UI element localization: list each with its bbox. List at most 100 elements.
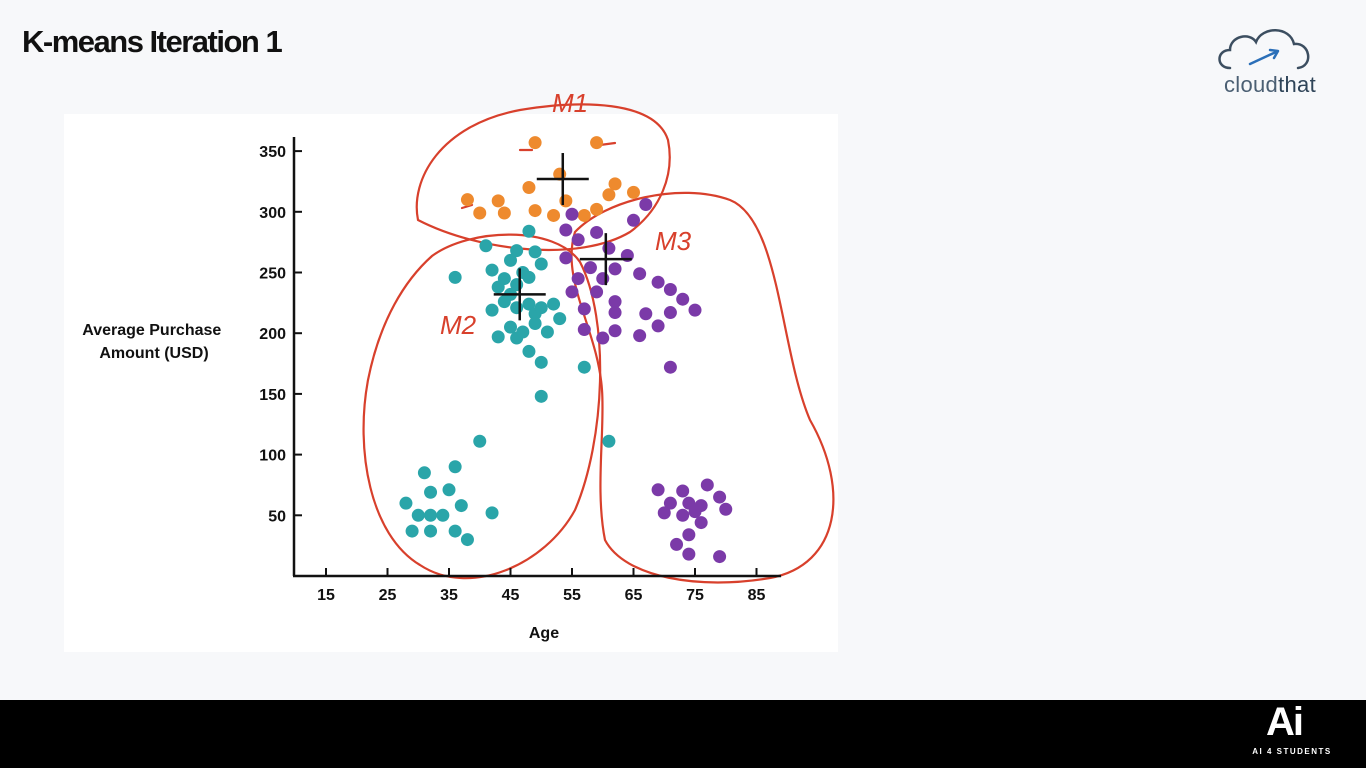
purple-point [639,307,653,321]
orange-point [473,206,487,220]
m1-outline [415,103,671,252]
purple-point [627,213,640,227]
x-tick-label: 85 [748,587,766,604]
teal-point [479,239,493,253]
annotation-label-m2: M2 [440,310,477,340]
teal-point [510,301,524,315]
y-tick-label: 100 [259,448,286,465]
y-tick-label: 250 [259,266,286,283]
annotation-label-m1: M1 [552,88,588,118]
annotation-layer: M1 M2 M3 [362,88,835,584]
orange-point [528,136,542,150]
orange-point [547,208,561,222]
purple-point [608,306,622,320]
purple-point [590,285,604,299]
cloud-icon [1218,29,1310,70]
axes: 15 25 35 45 55 65 75 85 50 100 150 200 250 300 350 [259,137,782,604]
teal-point [522,224,536,238]
purple-point [596,331,610,345]
teal-point [540,325,554,339]
purple-point [663,306,677,320]
teal-point [547,297,561,311]
purple-point [713,490,727,504]
orange-point [491,194,505,208]
purple-point [583,261,597,275]
centroid-marker [536,153,589,206]
purple-point [565,285,579,299]
purple-point [700,478,714,492]
purple-point [688,303,702,317]
ai4students-logo: Ai AI 4 STUDENTS [1244,700,1340,762]
purple-point [676,484,690,498]
cloudthat-logo: cloudthat [1210,20,1340,100]
x-tick-label: 25 [379,587,397,604]
centroid-marker [579,233,632,286]
teal-point [497,295,511,309]
y-tick-label: 200 [259,326,286,343]
y-tick-label: 150 [259,387,286,404]
purple-point [571,272,585,286]
x-axis-label: Age [529,625,559,642]
orange-point [602,188,616,202]
orange-point [590,202,604,216]
teal-point [436,508,450,522]
x-tick-label: 35 [440,587,458,604]
teal-point [602,434,616,448]
y-tick-label: 50 [268,508,286,525]
ai-logo-mark: Ai [1266,700,1304,744]
purple-point [676,292,690,306]
teal-point [577,360,591,374]
teal-point [528,316,542,330]
teal-point [522,297,536,311]
logo-text-part2: that [1278,72,1316,97]
orange-point [559,194,573,208]
teal-point [510,244,524,258]
teal-point [454,499,468,513]
orange-point [497,206,511,220]
purple-point [639,198,653,212]
x-tick-label: 45 [502,587,520,604]
orange-point [528,204,542,218]
purple-point [571,233,585,247]
m2-outline [362,233,602,580]
teal-point [417,466,431,480]
teal-point [424,485,438,499]
purple-point [608,262,622,276]
teal-point [485,263,499,277]
y-axis-label-line-1: Average Purchase [82,322,221,339]
purple-point [577,323,591,337]
purple-point [565,207,579,221]
chart-panel [64,114,838,652]
purple-point [608,295,622,309]
teal-point [504,253,517,267]
purple-point [651,275,665,289]
slide-title: K-means Iteration 1 [22,24,283,59]
annotation-label-m3: M3 [655,226,692,256]
teal-point [491,330,505,344]
purple-point [559,251,573,265]
m3-outline [570,191,835,584]
purple-point [663,496,677,510]
purple-point [657,506,671,520]
teal-point [534,389,548,403]
purple-point [670,537,684,551]
teal-point [528,245,542,259]
teal-point [448,524,462,538]
purple-point [590,225,604,239]
teal-point [534,257,548,271]
y-axis-label: Average Purchase Amount (USD) [82,322,226,362]
purple-point [602,241,616,255]
bottom-bar [0,700,1366,768]
teal-point [460,533,474,547]
teal-point [424,524,438,538]
teal-point [504,320,517,334]
purple-point [688,505,702,519]
purple-point [577,302,591,316]
purple-point [713,550,727,564]
teal-point [522,270,536,284]
teal-point [424,508,438,522]
orange-point [460,193,474,207]
teal-point [534,301,548,315]
orange-point [590,136,604,150]
ai-logo-subtitle: AI 4 STUDENTS [1252,747,1332,756]
